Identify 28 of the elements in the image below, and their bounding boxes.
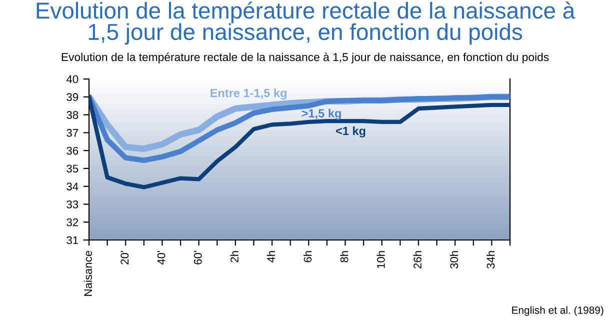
y-tick-label: 39 xyxy=(66,93,78,102)
chart-subtitle: Evolution de la température rectale de la naissance à 1,5 jour de naissance, en fonction du poids xyxy=(62,52,549,64)
x-tick-label: 34h xyxy=(486,251,495,269)
text: English et al. (1989) xyxy=(512,306,604,316)
x-tick-label: 4h xyxy=(266,251,275,263)
y-tick-label: 32 xyxy=(66,218,78,226)
chart-title: Evolution de la température rectale de la naissance à 1,5 jour de naissance, en fonction du poids xyxy=(36,2,576,45)
x-tick-label: 30h xyxy=(450,251,458,269)
y-tick-label: 38 xyxy=(66,111,78,119)
y-tick-label: 37 xyxy=(66,128,78,137)
x-tick-label: 2h xyxy=(230,251,238,262)
y-tick-label: 33 xyxy=(66,200,78,208)
x-tick-label: 26h xyxy=(413,251,422,268)
series-label: >1,5 kg xyxy=(302,108,341,120)
y-tick-label: 40 xyxy=(66,75,78,84)
y-tick-label: 34 xyxy=(66,182,78,190)
y-tick-label: 36 xyxy=(66,146,78,155)
y-tick-label: 35 xyxy=(66,164,78,173)
series-label: Entre 1-1,5 kg xyxy=(210,88,286,100)
x-tick-label: 8h xyxy=(340,251,348,262)
series-label: <1 kg xyxy=(336,126,366,138)
x-tick-label: 60' xyxy=(194,250,202,264)
x-tick-label: 10h xyxy=(376,251,385,268)
x-tick-label: 40' xyxy=(157,250,166,265)
x-tick-label: 20' xyxy=(120,250,129,264)
y-tick-label: 31 xyxy=(66,236,78,244)
x-tick-label: Naisance xyxy=(84,250,92,296)
x-tick-label: 6h xyxy=(303,251,312,262)
